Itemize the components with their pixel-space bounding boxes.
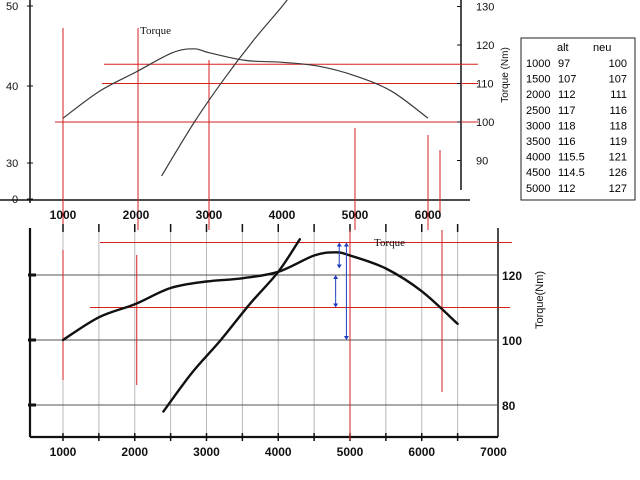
table-cell-rpm: 4500 — [526, 167, 550, 179]
bottom-y-axis-title: Torque(Nm) — [534, 271, 546, 329]
top-x-tick-label: 3000 — [196, 208, 223, 222]
top-series-rising-line — [161, 0, 288, 177]
top-right-y-tick-label: 100 — [476, 117, 494, 129]
table-cell-neu: 107 — [609, 74, 627, 86]
bottom-x-tick-label: 4000 — [265, 445, 292, 459]
bottom-x-tick-label: 2000 — [121, 445, 148, 459]
table-cell-alt: 115.5 — [558, 152, 585, 164]
top-y-axis-title: Torque (Nm) — [500, 47, 511, 103]
table-row: 5000 112 127 — [526, 183, 627, 195]
table-cell-rpm: 1000 — [526, 58, 550, 70]
top-chart-curves — [62, 0, 429, 177]
bottom-x-tick-label: 3000 — [193, 445, 220, 459]
table-cell-alt: 116 — [558, 136, 576, 148]
bottom-chart-grid — [28, 224, 499, 441]
top-x-tick-label: 5000 — [342, 208, 369, 222]
table-cell-alt: 97 — [558, 58, 570, 70]
top-right-y-tick-label: 130 — [476, 2, 494, 14]
bottom-x-tick-label: 6000 — [408, 445, 435, 459]
bottom-difference-arrow — [336, 242, 342, 269]
top-right-y-tick-label: 90 — [476, 156, 488, 168]
bottom-torque-series-label: Torque — [374, 237, 405, 249]
table-cell-neu: 116 — [609, 105, 627, 117]
arrow-head-bottom — [336, 264, 342, 269]
table-row: 1000 97 100 — [526, 58, 627, 70]
top-chart-ticks: 1000 2000 3000 4000 5000 6000 0 30 40 50 90 100 110 1… — [6, 1, 494, 222]
bottom-series-rising-line — [162, 238, 301, 413]
bottom-right-y-tick-label: 100 — [502, 334, 522, 348]
arrow-head-bottom — [343, 336, 349, 340]
table-row: 4500 114.5 126 — [526, 167, 627, 179]
table-cell-alt: 117 — [558, 105, 576, 117]
top-x-tick-label: 6000 — [415, 208, 442, 222]
table-cell-alt: 112 — [558, 183, 576, 195]
table-border — [520, 37, 636, 201]
table-cell-rpm: 5000 — [526, 183, 550, 195]
bottom-right-y-tick-label: 80 — [502, 399, 516, 413]
table-cell-alt: 107 — [558, 74, 576, 86]
table-cell-rpm: 3000 — [526, 120, 550, 132]
table-cell-rpm: 3500 — [526, 136, 550, 148]
top-series-torque-line — [62, 48, 429, 119]
top-left-y-tick-label: 50 — [6, 1, 18, 13]
bottom-series-torque-line — [61, 251, 459, 342]
top-chart-frame — [0, 0, 470, 203]
table-cell-neu: 118 — [609, 120, 627, 132]
arrow-head-bottom — [333, 303, 339, 308]
table-row: 1500 107 107 — [526, 74, 627, 86]
top-torque-series-label: Torque — [140, 25, 171, 37]
table-cell-alt: 112 — [558, 89, 576, 101]
table-cell-rpm: 4000 — [526, 152, 550, 164]
table-cell-neu: 100 — [609, 58, 627, 70]
top-right-y-tick-label: 110 — [476, 79, 494, 91]
bottom-x-tick-label: 1000 — [50, 445, 77, 459]
arrow-head-top — [336, 242, 342, 247]
arrow-head-top — [333, 275, 339, 279]
bottom-chart-curves — [61, 238, 459, 413]
bottom-chart-ticks: 1000 2000 3000 4000 5000 6000 7000 80 100 120 — [50, 269, 523, 459]
top-left-y-tick-label: 40 — [6, 81, 18, 93]
table-header-alt: alt — [557, 42, 569, 54]
table-cell-rpm: 1500 — [526, 74, 550, 86]
top-chart: 1000 2000 3000 4000 5000 6000 0 30 40 50 90 100 110 1… — [0, 0, 511, 230]
top-x-tick-label: 2000 — [123, 208, 150, 222]
top-x-tick-label: 1000 — [50, 208, 77, 222]
table-header-neu: neu — [593, 42, 611, 54]
table-row: 2500 117 116 — [526, 105, 627, 117]
top-right-y-tick-label: 120 — [476, 40, 494, 52]
bottom-chart-arrows — [333, 242, 349, 340]
table-cell-alt: 118 — [558, 120, 576, 132]
bottom-x-tick-label: 7000 — [480, 445, 507, 459]
table-cell-neu: 127 — [609, 183, 627, 195]
bottom-difference-arrow — [333, 275, 339, 308]
table-cell-rpm: 2500 — [526, 105, 550, 117]
arrow-head-top — [343, 242, 349, 247]
top-left-y-tick-label: 0 — [12, 194, 18, 206]
bottom-right-y-tick-label: 120 — [502, 269, 522, 283]
table-cell-rpm: 2000 — [526, 89, 550, 101]
table-cell-neu: 126 — [609, 167, 627, 179]
table-cell-neu: 111 — [610, 89, 627, 101]
top-reference-lines — [55, 28, 478, 230]
top-x-tick-label: 4000 — [269, 208, 296, 222]
table-row: 2000 112 111 — [526, 89, 627, 101]
table-cell-neu: 119 — [609, 136, 627, 148]
table-row: 3500 116 119 — [526, 136, 627, 148]
table-cell-neu: 121 — [609, 152, 627, 164]
table-row: 4000 115.5 121 — [526, 152, 627, 164]
bottom-difference-arrow — [343, 242, 349, 340]
bottom-reference-lines — [62, 230, 512, 440]
torque-value-table: alt neu 1000 97 100 1500 107 107 2000 112 111 250… — [520, 37, 636, 201]
table-cell-alt: 114.5 — [558, 167, 585, 179]
bottom-chart: 1000 2000 3000 4000 5000 6000 7000 80 100 120 Tor… — [28, 224, 546, 459]
table-row: 3000 118 118 — [526, 120, 627, 132]
bottom-x-tick-label: 5000 — [337, 445, 364, 459]
top-left-y-tick-label: 30 — [6, 158, 18, 170]
